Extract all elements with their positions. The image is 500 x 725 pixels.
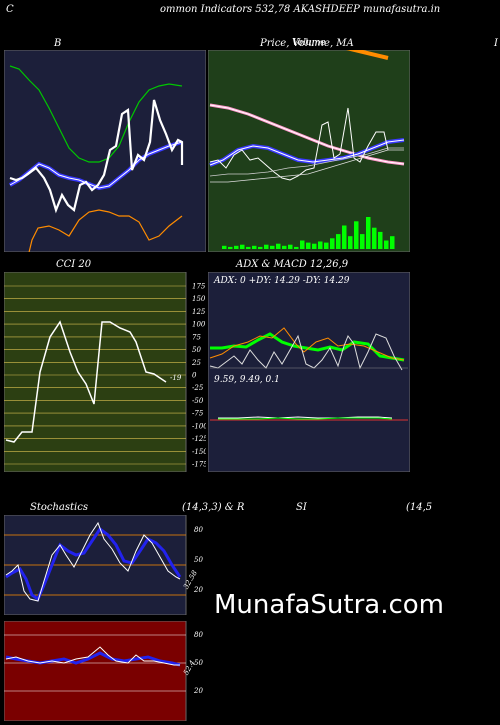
- header-left-letter: C: [6, 4, 14, 15]
- cci-tick-label: 125: [192, 308, 206, 316]
- volume-bars: [222, 217, 395, 249]
- cci-gridlines: [4, 285, 186, 465]
- volume-bar: [246, 246, 251, 249]
- price-ma-orange: [346, 50, 389, 60]
- volume-bar: [390, 236, 395, 249]
- volume-bar: [228, 246, 233, 249]
- price-ma-white: [209, 104, 405, 165]
- adx-plus-di: [210, 332, 405, 362]
- stoch-tick-50: 50: [194, 556, 203, 564]
- rsi-chart: 80 50 20 52.4: [4, 621, 203, 721]
- adx-minus-di: [209, 327, 405, 361]
- price-ma-thin: [209, 147, 404, 177]
- volume-bar: [324, 242, 329, 249]
- rsi-line: [5, 646, 180, 666]
- price-title: Price, Volume, MA: [260, 38, 354, 49]
- volume-bar: [312, 243, 317, 249]
- cci-tick-label: -150: [192, 448, 206, 456]
- volume-bar: [330, 238, 335, 249]
- cci-tick-label: -175: [192, 461, 206, 469]
- cci-tick-label: -25: [192, 384, 204, 392]
- volume-bar: [282, 245, 287, 249]
- volume-bar: [372, 227, 377, 249]
- cci-tick-labels: 175 150 125 100 75 50 25 0 -25 -50 -75 -100 -125 -150…: [191, 283, 206, 469]
- adx-macd-chart: ADX: 0 +DY: 14.29 -DY: 14.29 9.59, 9.49,…: [208, 272, 410, 472]
- cci-tick-label: -100: [192, 422, 206, 430]
- volume-bar: [378, 231, 383, 249]
- volume-bar: [384, 240, 389, 249]
- price-line: [209, 107, 389, 181]
- cci-tick-label: -75: [192, 410, 204, 418]
- volume-bar: [360, 234, 365, 249]
- stoch-tick-20: 20: [193, 586, 203, 594]
- cci-tick-label: -125: [192, 435, 206, 443]
- adx-line: [209, 333, 403, 371]
- rsi-title: SI: [296, 502, 307, 513]
- adx-values: ADX: 0 +DY: 14.29 -DY: 14.29: [213, 276, 350, 286]
- cci-tick-label: 175: [192, 283, 206, 291]
- cci-last-value: -19: [170, 374, 182, 382]
- volume-bar: [318, 241, 323, 249]
- cci-title: CCI 20: [56, 259, 92, 270]
- bollinger-mid-band-inner: [9, 141, 183, 189]
- volume-bar: [342, 225, 347, 249]
- volume-bar: [258, 246, 263, 249]
- stoch-chart: 80 50 20 32.58: [4, 515, 203, 615]
- macd-signal: [218, 417, 393, 420]
- volume-bar: [336, 234, 341, 249]
- cci-tick-label: 100: [192, 321, 206, 329]
- volume-bar: [294, 246, 299, 249]
- cci-tick-label: 150: [192, 295, 206, 303]
- stoch-tick-80: 80: [194, 526, 203, 534]
- macd-values: 9.59, 9.49, 0.1: [214, 375, 280, 385]
- bollinger-chart: [4, 50, 206, 252]
- volume-bar: [252, 245, 257, 249]
- cci-chart: 175 150 125 100 75 50 25 0 -25 -50 -75 -100 -125 -150…: [4, 272, 206, 472]
- volume-bar: [276, 243, 281, 249]
- header-right-letter: I: [494, 38, 498, 49]
- price-chart: [208, 50, 410, 252]
- cci-tick-label: 50: [192, 346, 201, 354]
- volume-bar: [264, 244, 269, 249]
- volume-bar: [300, 240, 305, 249]
- cci-line: [5, 320, 167, 443]
- volume-bar: [234, 245, 239, 249]
- cci-tick-label: -50: [192, 397, 204, 405]
- bollinger-lower-band: [28, 209, 183, 252]
- rsi-tick-20: 20: [193, 687, 203, 695]
- volume-bar: [348, 236, 353, 249]
- stoch-title: Stochastics: [30, 502, 88, 513]
- stoch-k-line: [5, 521, 181, 602]
- price-ma-thin-2: [210, 149, 404, 183]
- volume-bar: [288, 244, 293, 249]
- adx-macd-title: ADX & MACD 12,26,9: [236, 259, 349, 270]
- volume-bar: [354, 221, 359, 249]
- rsi-tick-80: 80: [194, 631, 203, 639]
- bollinger-title: B: [54, 38, 62, 49]
- cci-tick-label: 0: [192, 372, 197, 380]
- rsi-tick-50: 50: [194, 659, 203, 667]
- cci-tick-label: 75: [192, 333, 201, 341]
- macd-line: [218, 416, 393, 419]
- volume-bar: [240, 244, 245, 249]
- rsi-params: (14,5: [406, 502, 433, 513]
- bollinger-price-line: [9, 99, 184, 214]
- volume-bar: [222, 245, 227, 249]
- price-ma-blue-inner: [209, 139, 405, 166]
- volume-bar: [366, 217, 371, 249]
- volume-bar: [270, 245, 275, 249]
- cci-tick-label: 25: [191, 359, 201, 367]
- header-title: ommon Indicators 532,78 AKASHDEEP munafa…: [160, 4, 441, 15]
- bollinger-upper-band: [9, 65, 183, 163]
- brand-watermark: MunafaSutra.com: [214, 590, 445, 620]
- stoch-params: (14,3,3) & R: [182, 502, 245, 513]
- volume-bar: [306, 242, 311, 249]
- price-volume-overlay: Volume: [292, 38, 326, 48]
